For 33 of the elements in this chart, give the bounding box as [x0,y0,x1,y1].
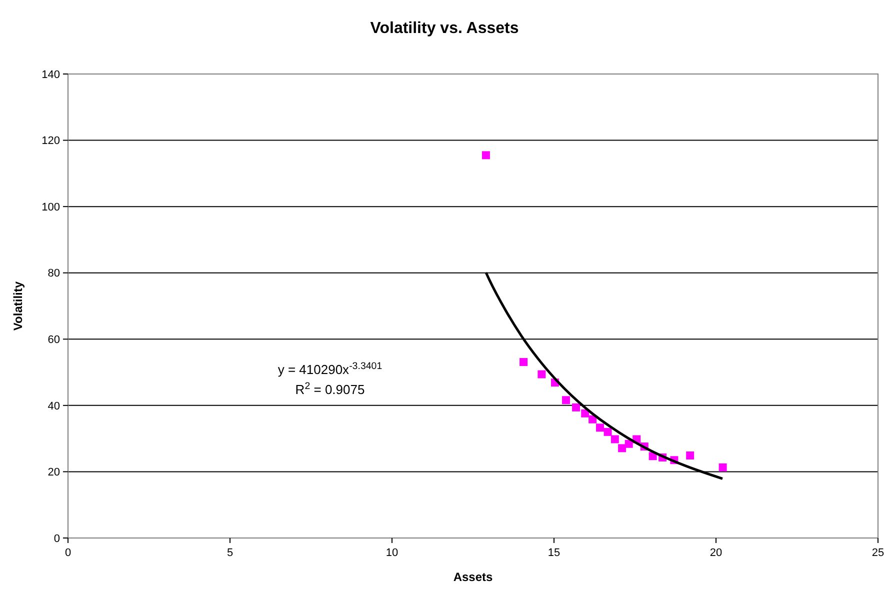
point [572,403,580,412]
y-axis-title: Volatility [11,281,25,331]
y-tick-label: 100 [42,201,60,214]
y-tick-label: 20 [48,466,60,479]
y-tick-label: 80 [48,268,60,280]
point [624,440,633,448]
y-tick-label: 40 [48,400,60,412]
point [538,370,546,378]
x-tick-label: 15 [548,547,560,559]
point [718,463,727,472]
point [686,451,694,460]
x-axis-title: Assets [453,570,494,584]
point [596,424,604,432]
x-tick-label: 20 [710,547,722,559]
x-tick-label: 10 [386,547,398,559]
y-tick-label: 140 [42,68,60,81]
x-tick-label: 5 [226,547,234,559]
chart-title: Volatility vs. Assets [370,20,519,37]
x-tick-label: 0 [64,547,72,559]
point [604,428,612,436]
point [482,151,490,160]
y-tick-label: 120 [42,135,60,148]
point [588,415,597,424]
point [562,396,570,404]
point [618,444,626,452]
annotation: R$^{2}$ = 0.9075 [295,380,365,397]
x-tick-label: 25 [872,547,884,559]
point [581,409,590,418]
y-tick-label: 0 [54,532,60,545]
point [520,358,528,366]
point [610,435,619,444]
y-tick-label: 60 [48,334,60,346]
annotation: y = 410290x$^{-3.3401}$ [278,360,382,377]
